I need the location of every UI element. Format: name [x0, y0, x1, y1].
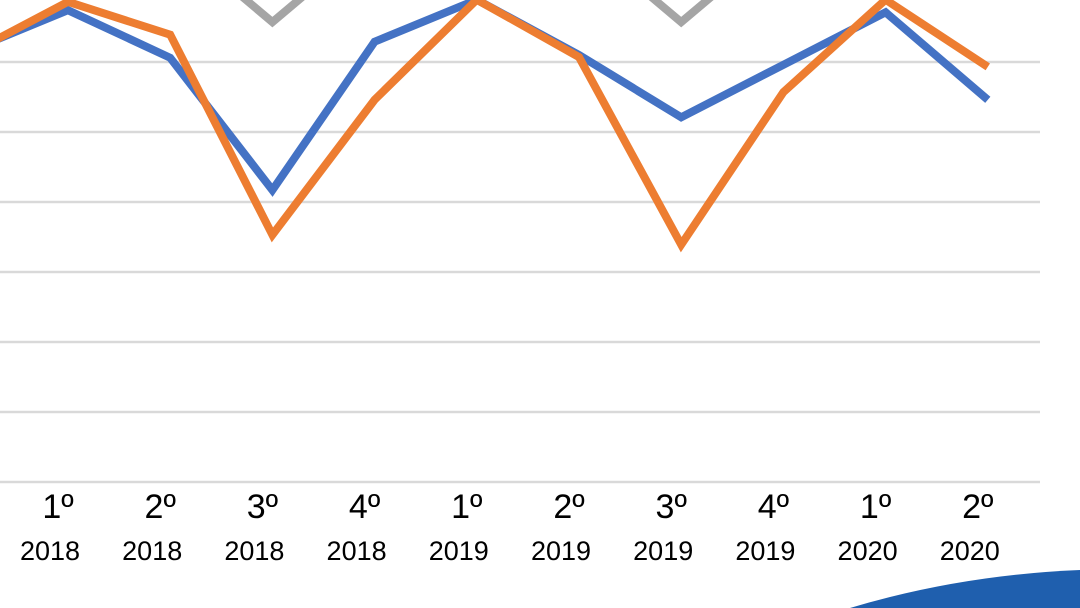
x-tick-label: 2º — [145, 488, 176, 526]
x-tick-label: 2018 — [327, 536, 387, 566]
x-tick-label: 1º — [860, 488, 891, 526]
x-tick-label: 2º — [553, 488, 584, 526]
series-line — [0, 0, 990, 253]
x-tick-label: 2018 — [122, 536, 182, 566]
x-tick-label: 1º — [451, 488, 482, 526]
x-tick-label: 2019 — [633, 536, 693, 566]
decoration-swoosh — [850, 570, 1080, 608]
x-tick-label: 3º — [247, 488, 278, 526]
series-line — [239, 0, 714, 28]
x-tick-label: 1º — [42, 488, 73, 526]
x-tick-label: 2019 — [735, 536, 795, 566]
x-tick-label: 3º — [656, 488, 687, 526]
x-tick-label: 2º — [962, 488, 993, 526]
x-tick-label: 2020 — [940, 536, 1000, 566]
x-tick-label: 4º — [349, 488, 380, 526]
x-tick-label: 2018 — [224, 536, 284, 566]
x-tick-label: 2018 — [20, 536, 80, 566]
x-tick-label: 2019 — [429, 536, 489, 566]
x-tick-label: 2020 — [838, 536, 898, 566]
x-tick-label: 4º — [758, 488, 789, 526]
series-line — [0, 0, 991, 197]
x-tick-label: 2019 — [531, 536, 591, 566]
